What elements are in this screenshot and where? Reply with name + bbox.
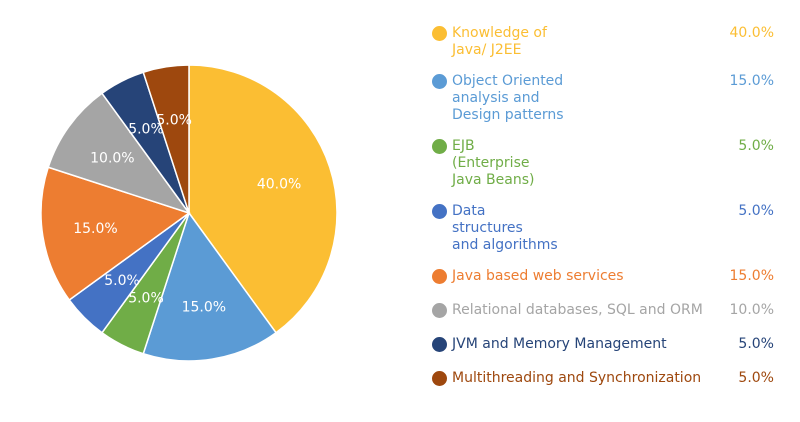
legend-value: 15.0% (729, 73, 774, 89)
legend-value: 5.0% (738, 203, 774, 219)
pie-slice (142, 64, 190, 214)
pie-slice (142, 211, 278, 362)
legend-marker-icon (432, 204, 447, 219)
legend-label: Multithreading and Synchronization (452, 370, 702, 386)
legend-marker-icon (432, 337, 447, 352)
data-label: 40.0% (257, 177, 301, 193)
pie-slice (47, 92, 191, 215)
legend-marker-icon (432, 371, 447, 386)
data-label: 15.0% (182, 300, 226, 316)
legend-marker-icon (432, 303, 447, 318)
legend-marker-icon (432, 139, 447, 154)
data-label: 5.0% (156, 112, 192, 128)
legend-value: 5.0% (738, 370, 774, 386)
pie-slice (188, 64, 338, 334)
pie-chart: 40.0%15.0%5.0%5.0%15.0%10.0%5.0%5.0% (40, 64, 338, 362)
legend-value: 5.0% (738, 336, 774, 352)
data-label: 5.0% (128, 290, 164, 306)
legend-label: Object Oriented analysis and Design patt… (452, 73, 564, 123)
legend-label: Relational databases, SQL and ORM (452, 302, 703, 318)
pie-slice (40, 166, 191, 302)
data-label: 5.0% (128, 122, 164, 138)
legend-marker-icon (432, 26, 447, 41)
legend-value: 5.0% (738, 138, 774, 154)
legend-label: Knowledge of Java/ J2EE (452, 25, 547, 58)
legend-marker-icon (432, 74, 447, 89)
legend-value: 40.0% (729, 25, 774, 41)
data-label: 15.0% (73, 221, 117, 237)
data-label: 5.0% (104, 273, 140, 289)
legend-value: 15.0% (729, 268, 774, 284)
legend-marker-icon (432, 269, 447, 284)
legend-label: Data structures and algorithms (452, 203, 558, 253)
legend-value: 10.0% (729, 302, 774, 318)
legend-label: JVM and Memory Management (452, 336, 667, 352)
data-label: 10.0% (90, 150, 134, 166)
legend-label: Java based web services (452, 268, 624, 284)
legend-label: EJB (Enterprise Java Beans) (452, 138, 535, 188)
